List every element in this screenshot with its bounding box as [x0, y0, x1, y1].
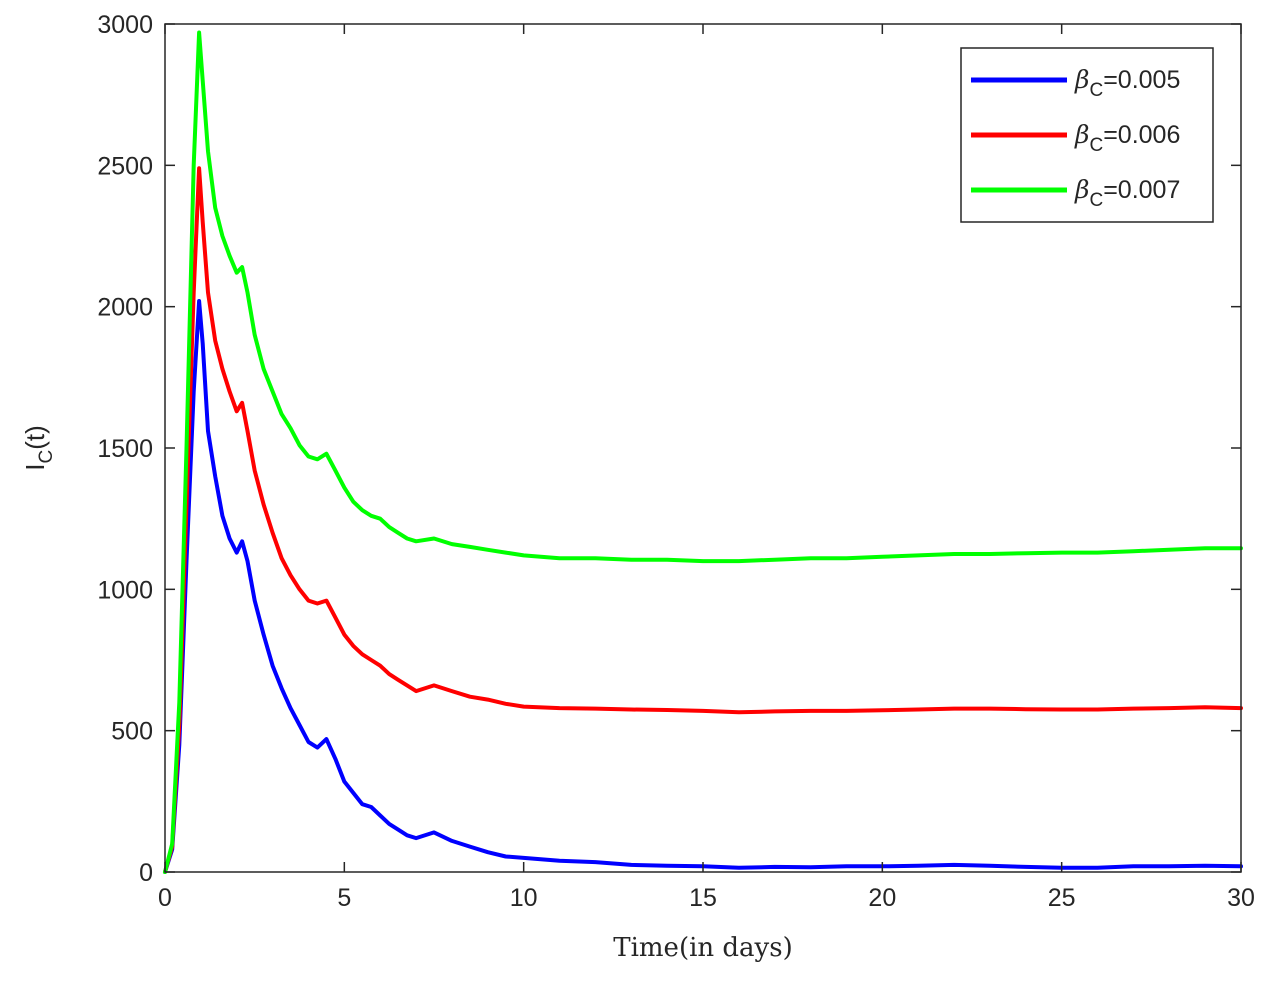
series-layer — [163, 30, 1243, 874]
x-tick-label: 25 — [1048, 884, 1076, 912]
y-tick-label: 1000 — [97, 576, 153, 604]
x-tick-label: 30 — [1227, 884, 1255, 912]
y-tick-label: 1500 — [97, 435, 153, 463]
x-tick-label: 20 — [868, 884, 896, 912]
x-tick-label: 0 — [158, 884, 172, 912]
y-axis-label: IC(t) — [20, 425, 57, 471]
legend-label: βC=0.005 — [1074, 65, 1180, 101]
ticks-layer: 0 5 10 15 20 25 30 0 500 1000 1500 2000 2500 3000 — [97, 11, 1255, 912]
x-tick-label: 15 — [689, 884, 717, 912]
y-tick-label: 0 — [139, 859, 153, 887]
series-line-1 — [163, 299, 1243, 874]
legend-item-1: βC=0.005 — [971, 65, 1180, 101]
legend-item-3: βC=0.007 — [971, 175, 1180, 211]
y-axis-label-suffix: (t) — [20, 425, 50, 450]
y-tick-label: 500 — [111, 718, 153, 746]
legend-label: βC=0.007 — [1074, 175, 1180, 211]
y-tick-label: 3000 — [97, 11, 153, 39]
legend-label: βC=0.006 — [1074, 120, 1180, 156]
x-axis-label: Time(in days) — [613, 933, 793, 963]
series-line-2 — [163, 166, 1243, 874]
y-axis-label-base: I — [20, 464, 50, 471]
series-line-3 — [163, 30, 1243, 874]
legend-item-2: βC=0.006 — [971, 120, 1180, 156]
x-tick-label: 10 — [510, 884, 538, 912]
y-tick-label: 2500 — [97, 152, 153, 180]
legend: βC=0.005 βC=0.006 βC=0.007 — [960, 47, 1214, 223]
y-tick-label: 2000 — [97, 294, 153, 322]
x-tick-label: 5 — [337, 884, 351, 912]
y-axis-label-sub: C — [36, 450, 57, 464]
